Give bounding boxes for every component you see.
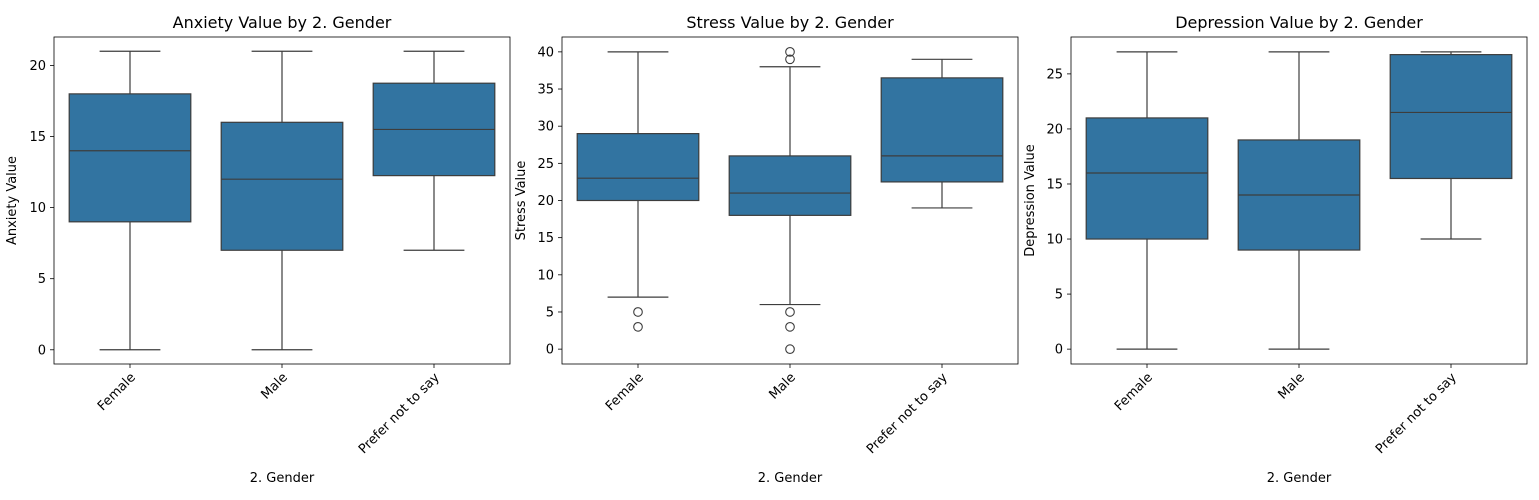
y-ticks: 0 5 10 15 20 25 30 35 40 — [537, 45, 562, 358]
x-ticks: Female Male Prefer not to say — [95, 364, 443, 457]
x-tick-label: Female — [1112, 370, 1156, 414]
panel-anxiety: 0 5 10 15 20 Female Male Prefer not to say Anx… — [5, 13, 511, 486]
x-tick-label: Female — [603, 370, 647, 414]
chart-title: Depression Value by 2. Gender — [1175, 13, 1423, 32]
y-ticks: 0 5 10 15 20 — [29, 59, 54, 358]
panel-stress: 0 5 10 15 20 25 30 35 40 Female Male Prefer not to… — [514, 13, 1019, 486]
box-prefer-not-to-say — [372, 50, 496, 251]
y-tick-label: 20 — [29, 59, 46, 74]
y-tick-label: 35 — [537, 83, 554, 98]
iqr-box — [576, 133, 700, 202]
outlier-point — [633, 307, 643, 317]
x-tick-label: Prefer not to say — [356, 370, 443, 457]
x-tick-label: Prefer not to say — [864, 370, 951, 457]
y-tick-label: 20 — [537, 194, 554, 209]
x-tick-label: Male — [766, 370, 798, 402]
iqr-box — [1085, 117, 1209, 240]
y-tick-label: 0 — [38, 343, 46, 358]
box-marks — [576, 47, 1004, 354]
x-ticks: Female Male Prefer not to say — [1112, 364, 1460, 457]
chart-title: Anxiety Value by 2. Gender — [173, 13, 392, 32]
iqr-box — [1389, 54, 1513, 180]
panel-depression: 0 5 10 15 20 25 Female Male Prefer not to say D… — [1023, 13, 1528, 486]
x-tick-label: Male — [1275, 370, 1307, 402]
y-axis-label: Stress Value — [514, 161, 529, 241]
box-male — [1237, 51, 1361, 350]
y-axis-label: Depression Value — [1023, 144, 1038, 257]
x-axis-label: 2. Gender — [1267, 471, 1332, 486]
outlier-point — [785, 54, 795, 65]
y-tick-label: 10 — [29, 201, 46, 216]
y-tick-label: 5 — [38, 272, 46, 287]
y-tick-label: 0 — [1055, 343, 1063, 358]
y-tick-label: 20 — [1046, 122, 1063, 137]
box-female — [576, 51, 700, 332]
y-tick-label: 15 — [537, 231, 554, 246]
box-female — [1085, 51, 1209, 350]
y-tick-label: 10 — [1046, 233, 1063, 248]
x-ticks: Female Male Prefer not to say — [603, 364, 951, 457]
iqr-box — [220, 121, 344, 251]
y-tick-label: 5 — [1055, 288, 1063, 303]
iqr-box — [728, 155, 852, 216]
x-tick-label: Prefer not to say — [1373, 370, 1460, 457]
box-male — [220, 50, 344, 351]
chart-title: Stress Value by 2. Gender — [686, 13, 894, 32]
y-axis-label: Anxiety Value — [5, 156, 20, 245]
box-female — [68, 50, 192, 351]
box-marks — [68, 50, 496, 351]
y-tick-label: 5 — [546, 305, 554, 320]
box-prefer-not-to-say — [880, 58, 1004, 209]
x-tick-label: Male — [258, 370, 290, 402]
y-tick-label: 15 — [1046, 177, 1063, 192]
outlier-point — [785, 321, 795, 332]
box-prefer-not-to-say — [1389, 51, 1513, 240]
y-tick-label: 0 — [546, 343, 554, 358]
y-tick-label: 25 — [1046, 67, 1063, 82]
box-male — [728, 47, 852, 354]
y-tick-label: 25 — [537, 157, 554, 172]
y-ticks: 0 5 10 15 20 25 — [1046, 67, 1071, 358]
y-tick-label: 10 — [537, 268, 554, 283]
iqr-box — [68, 93, 192, 223]
y-tick-label: 15 — [29, 130, 46, 145]
y-tick-label: 40 — [537, 45, 554, 60]
x-tick-label: Female — [95, 370, 139, 414]
x-axis-label: 2. Gender — [250, 471, 315, 486]
x-axis-label: 2. Gender — [758, 471, 823, 486]
outlier-point — [785, 47, 795, 57]
outlier-point — [785, 344, 795, 354]
box-marks — [1085, 51, 1513, 350]
y-tick-label: 30 — [537, 120, 554, 135]
outlier-point — [785, 307, 795, 317]
iqr-box — [880, 77, 1004, 183]
outlier-point — [633, 321, 643, 332]
